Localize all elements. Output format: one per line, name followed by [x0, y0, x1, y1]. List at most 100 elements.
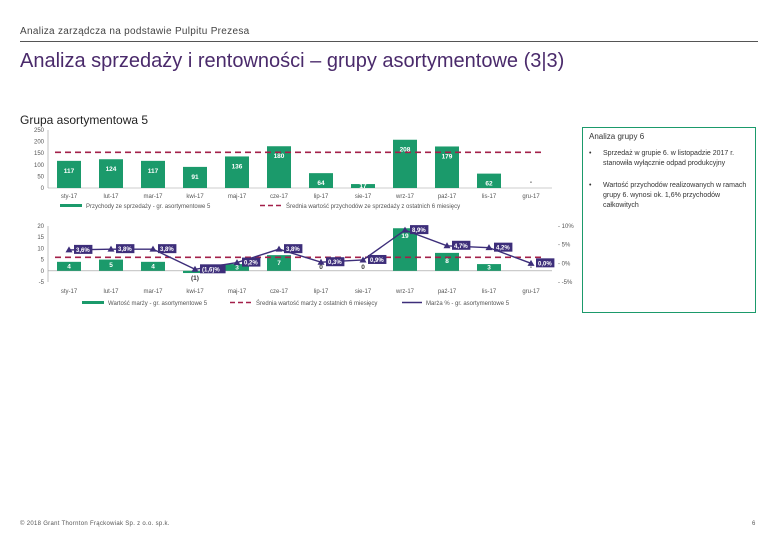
x-tick-label: maj-17 — [228, 194, 247, 200]
margin-bar — [141, 261, 165, 271]
legend-label: Średnia wartość marży z ostatnich 6 mies… — [256, 299, 377, 307]
sales-bar — [309, 173, 333, 188]
pct-label-bg — [452, 240, 471, 250]
margin-bar — [477, 264, 501, 271]
pct-data-label: (1,6)% — [202, 267, 220, 273]
bar-data-label: 91 — [191, 174, 199, 181]
legend-swatch-sales — [60, 204, 82, 207]
x-tick-label: mar-17 — [143, 289, 163, 295]
bar-data-label: 180 — [274, 153, 285, 160]
pct-data-label: 0,2% — [244, 261, 258, 267]
x-tick-label: sty-17 — [61, 194, 78, 200]
pct-data-label: 8,9% — [412, 228, 426, 234]
legend-label: Wartość marży - gr. asortymentowe 5 — [108, 301, 208, 307]
bar-data-label: 117 — [64, 168, 75, 175]
bar-data-label: 179 — [442, 153, 453, 160]
x-tick-label: lut-17 — [103, 289, 119, 295]
x-tick-label: sie-17 — [355, 289, 372, 295]
y-tick-label: 0 — [41, 269, 45, 275]
x-tick-label: maj-17 — [228, 289, 247, 295]
margin-pct-marker — [107, 245, 115, 252]
side-bullet-item: • Wartość przychodów realizowanych w ram… — [589, 181, 749, 211]
margin-bar — [267, 255, 291, 271]
margin-bar — [57, 261, 81, 271]
pct-label-bg — [368, 254, 387, 264]
bar-data-label: 4 — [151, 263, 155, 270]
pct-label-bg — [200, 264, 226, 274]
x-tick-label: kwi-17 — [186, 194, 204, 200]
side-bullet-item: • Sprzedaż w grupie 6. w listopadzie 201… — [589, 149, 749, 169]
x-tick-label: gru-17 — [522, 194, 540, 200]
pct-data-label: 0,3% — [328, 260, 342, 266]
margin-pct-marker — [233, 259, 241, 266]
x-tick-label: wrz-17 — [395, 194, 415, 200]
y2-tick-label: - -5% — [558, 280, 573, 286]
sales-bar — [99, 159, 123, 188]
bar-data-label: - — [530, 264, 532, 271]
bar-data-label: 117 — [148, 168, 159, 175]
bar-data-label: 62 — [485, 181, 493, 188]
pct-label-bg — [326, 257, 345, 267]
page-title: Analiza sprzedaży i rentowności – grupy … — [20, 50, 565, 72]
pct-label-bg — [116, 244, 135, 254]
pct-data-label: 4,7% — [454, 244, 468, 250]
margin-pct-marker — [149, 245, 157, 252]
pct-data-label: 3,8% — [286, 247, 300, 253]
y-tick-label: 200 — [34, 140, 45, 146]
sales-bar — [351, 184, 375, 188]
pct-label-bg — [284, 244, 303, 254]
x-tick-label: lip-17 — [314, 194, 329, 200]
bar-data-label: 124 — [106, 166, 117, 173]
pct-label-bg — [158, 244, 177, 254]
y-tick-label: 5 — [41, 258, 45, 264]
x-tick-label: lis-17 — [482, 194, 497, 200]
margin-bar — [225, 264, 249, 271]
bar-data-label: 3 — [235, 264, 239, 271]
x-tick-label: lip-17 — [314, 289, 329, 295]
margin-bar — [183, 270, 207, 274]
pct-label-bg — [74, 244, 93, 254]
y-tick-label: 20 — [37, 224, 44, 230]
y-tick-label: 10 — [37, 246, 44, 252]
pct-data-label: 0,9% — [370, 258, 384, 264]
legend-label: Przychody ze sprzedaży - gr. asortymento… — [86, 204, 211, 210]
y-tick-label: 15 — [37, 235, 44, 241]
x-tick-label: sie-17 — [355, 194, 372, 200]
pct-data-label: 4,2% — [496, 246, 510, 252]
header-rule — [20, 41, 758, 42]
group-title: Grupa asortymentowa 5 — [20, 113, 149, 127]
bar-data-label: 3 — [487, 264, 491, 271]
breadcrumb: Analiza zarządcza na podstawie Pulpitu P… — [20, 26, 250, 37]
bar-data-label: 17 — [359, 183, 367, 190]
bar-data-label: 8 — [445, 258, 449, 265]
sales-bar — [393, 139, 417, 188]
y2-tick-label: - 10% — [558, 224, 574, 230]
margin-bar — [99, 259, 123, 271]
bar-data-label: 0 — [361, 264, 365, 271]
bar-data-label: 7 — [277, 260, 281, 267]
y2-tick-label: - 5% — [558, 243, 571, 249]
margin-pct-marker — [527, 259, 535, 266]
sales-bar — [57, 160, 81, 188]
bar-data-label: 136 — [232, 163, 243, 170]
pct-data-label: 3,6% — [76, 248, 90, 254]
sales-bar — [267, 146, 291, 188]
margin-pct-marker — [401, 226, 409, 233]
legend-swatch-margin — [82, 301, 104, 304]
x-tick-label: cze-17 — [270, 289, 289, 295]
x-tick-label: sty-17 — [61, 289, 78, 295]
margin-pct-marker — [359, 256, 367, 263]
legend-label: Marża % - gr. asortymentowe 5 — [426, 301, 510, 307]
margin-pct-marker — [65, 246, 73, 253]
margin-pct-marker — [191, 265, 199, 272]
margin-pct-marker — [275, 245, 283, 252]
y-tick-label: 100 — [34, 163, 45, 169]
margin-pct-marker — [443, 242, 451, 249]
margin-pct-marker — [317, 258, 325, 265]
bar-data-label: 19 — [401, 233, 409, 240]
sales-bar — [183, 166, 207, 188]
x-tick-label: gru-17 — [522, 289, 540, 295]
x-tick-label: kwi-17 — [186, 289, 204, 295]
pct-data-label: 3,8% — [118, 247, 132, 253]
